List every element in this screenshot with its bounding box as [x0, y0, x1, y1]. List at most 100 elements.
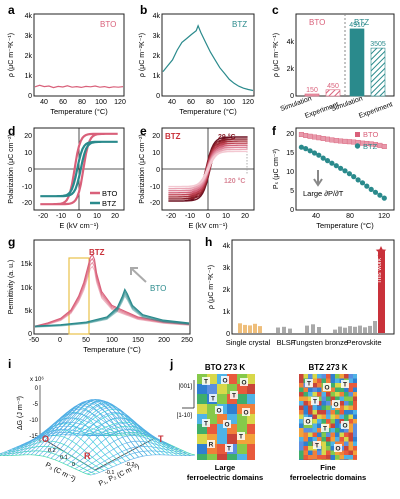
domR-cell: [344, 401, 349, 406]
domL-cell: [197, 454, 207, 460]
f-point-btz: [338, 165, 344, 171]
domR-cell: [308, 405, 313, 410]
f-point-btz: [333, 163, 339, 169]
a-ytick-0: 0: [28, 93, 32, 100]
panel-e-tag: BTZ: [165, 132, 181, 141]
panel-e-xlabel: E (kV cm⁻¹): [188, 221, 228, 230]
domR-cell: [330, 392, 335, 397]
panel-h-frame: [231, 239, 395, 335]
domR-cell: [353, 450, 357, 455]
j-right-caption-1: Fine: [320, 463, 335, 472]
domR-cell: [339, 396, 344, 401]
d-xtick-2: 0: [77, 213, 81, 220]
h-ytick-4: 4k: [223, 243, 231, 250]
domR-cell: [335, 459, 340, 460]
domR-cell: [321, 405, 326, 410]
panel-b-plot: [162, 24, 254, 92]
i-mesh-v-14: [34, 400, 140, 456]
domR-cell: [339, 410, 344, 415]
domR-cell: [308, 432, 313, 437]
domR-cell: [303, 441, 308, 446]
f-point-btz: [346, 171, 352, 177]
domR-cell: [308, 441, 313, 446]
panel-h-categories: Single crystal BLSF Tungsten bronze Pero…: [226, 338, 382, 347]
domR-cell: [330, 459, 335, 460]
d-xtick-4: 20: [111, 213, 119, 220]
domR-cell: [348, 419, 353, 424]
domL-label-5: O: [216, 408, 221, 415]
panel-g-ylabel: Permittivity (a. u.): [8, 260, 15, 314]
panel-f-plot: [298, 131, 387, 201]
panel-c-xticks: Simulation Experiment Simulation Experim…: [280, 95, 394, 120]
domL-cell: [237, 444, 247, 454]
panel-i: i x 10⁶ 0 -5 -10 -15 ΔG (J m⁻³) O R T 0.…: [0, 357, 196, 488]
domR-cell: [303, 396, 308, 401]
domR-cell: [308, 396, 313, 401]
panel-b-legend: BTZ: [232, 20, 247, 29]
domR-cell: [321, 419, 326, 424]
e-xtick-3: 10: [222, 213, 230, 220]
domL-cell: [207, 414, 217, 424]
panel-c-yticks: 0 2k 4k: [287, 39, 295, 100]
domR-cell: [326, 410, 331, 415]
domR-cell: [299, 401, 304, 406]
domR-label-box-1: [323, 383, 331, 391]
c-xtick-3: Experiment: [358, 101, 394, 120]
domR-cell: [353, 441, 357, 446]
domR-cell: [317, 428, 322, 433]
panel-f-annotation: Large ∂P/∂T: [303, 189, 344, 198]
domR-cell: [303, 446, 308, 451]
b-xtick-2: 80: [206, 99, 214, 106]
h-bar-0: [238, 323, 242, 333]
h-ytick-2: 2k: [223, 287, 231, 294]
domR-cell: [312, 378, 317, 383]
g-curve-bto-3: [34, 294, 190, 328]
domL-cell: [247, 384, 255, 394]
domL-cell: [217, 424, 227, 434]
domL-label-box-0: [202, 377, 210, 385]
panel-h-letter: h: [205, 235, 212, 249]
i-mesh-v-17: [22, 409, 128, 456]
i-ztick-0: 0: [35, 386, 39, 392]
panel-g-yticks: 0 5k 10k 15k: [21, 261, 33, 338]
domR-label-box-2: [341, 380, 349, 388]
f-point-btz: [359, 180, 366, 186]
domR-cell: [317, 392, 322, 397]
domR-cell: [353, 392, 357, 397]
h-bar-15: [353, 326, 357, 333]
domR-cell: [326, 419, 331, 424]
domR-cell: [344, 387, 349, 392]
domR-cell: [339, 428, 344, 433]
panel-d-xticks: -20 -10 0 10 20: [38, 213, 119, 220]
g-curve-btz-3: [34, 265, 190, 328]
domL-label-box-10: [207, 440, 215, 448]
e-loop-3: [168, 142, 248, 196]
h-ytick-3: 3k: [223, 265, 231, 272]
f-ytick-4: 20: [286, 131, 294, 138]
domR-cell: [326, 414, 331, 419]
f-point-bto: [338, 138, 344, 144]
h-cat-0: Single crystal: [226, 338, 271, 347]
domR-cell: [326, 441, 331, 446]
e-ytick-0: -20: [150, 200, 160, 207]
panel-f: f 0 5 10 15 20 40 80 120 Temperature (°C…: [272, 124, 395, 230]
h-bar-8: [305, 325, 309, 333]
domL-cell: [197, 404, 207, 414]
f-legend-swatch-btz: [354, 143, 361, 149]
panel-h: h 0 1k 2k 3k 4k ρ (μC m⁻²K⁻¹) Single cry…: [205, 235, 395, 347]
j-right-title: BTZ 273 K: [308, 363, 347, 372]
e-ytick-2: 0: [156, 167, 160, 174]
g-xtick-5: 200: [158, 337, 170, 344]
domL-cell: [217, 454, 227, 460]
f-point-btz: [311, 150, 318, 156]
i-point-o: O: [42, 434, 49, 444]
c-bar-label-0: 150: [306, 87, 318, 94]
domR-cell: [353, 446, 357, 451]
domR-cell: [321, 414, 326, 419]
domR-cell: [312, 383, 317, 388]
domR-cell: [299, 378, 304, 383]
h-bar-14: [348, 326, 352, 333]
domR-cell: [335, 428, 340, 433]
domL-label-3: T: [211, 396, 215, 403]
